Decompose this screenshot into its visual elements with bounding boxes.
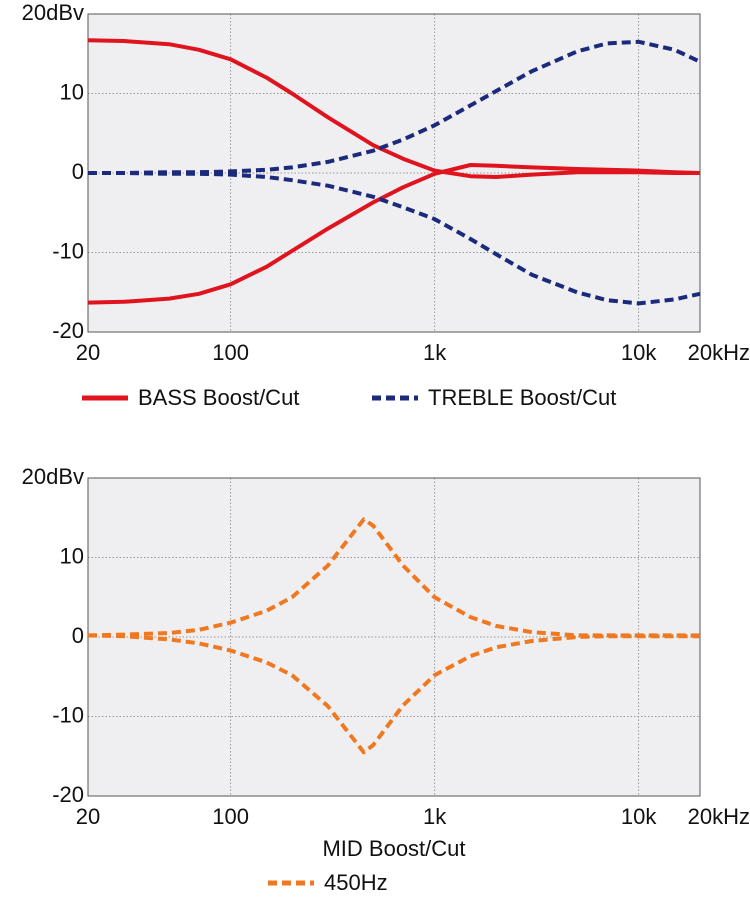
x-tick-label: 10k [621,804,657,829]
x-tick-label: 20 [76,804,100,829]
legend-label: TREBLE Boost/Cut [428,385,616,410]
y-tick-label: 0 [72,623,84,648]
series-line [87,633,700,755]
x-tick-label: 10k [621,340,657,365]
y-tick-label: -10 [52,702,84,727]
y-tick-label: 20dBv [22,0,84,25]
y-tick-label: -20 [52,318,84,343]
y-tick-label: 0 [72,159,84,184]
y-tick-label: -20 [52,782,84,807]
x-tick-label: 1k [423,804,447,829]
x-tick-label: 100 [212,804,249,829]
x-tick-label: 1k [423,340,447,365]
x-tick-label: 20 [76,340,100,365]
y-tick-label: 10 [60,543,84,568]
legend-label: BASS Boost/Cut [138,385,299,410]
legend-label: 450Hz [324,870,388,895]
series-line [87,517,700,638]
y-tick-label: 10 [60,79,84,104]
series-line [87,38,700,179]
series-line [87,163,701,305]
x-tick-label: 100 [212,340,249,365]
x-tick-label: 20kHz [688,340,750,365]
y-tick-label: -10 [52,238,84,263]
x-axis-label: MID Boost/Cut [322,836,465,861]
y-tick-label: 20dBv [22,464,84,489]
x-tick-label: 20kHz [688,804,750,829]
